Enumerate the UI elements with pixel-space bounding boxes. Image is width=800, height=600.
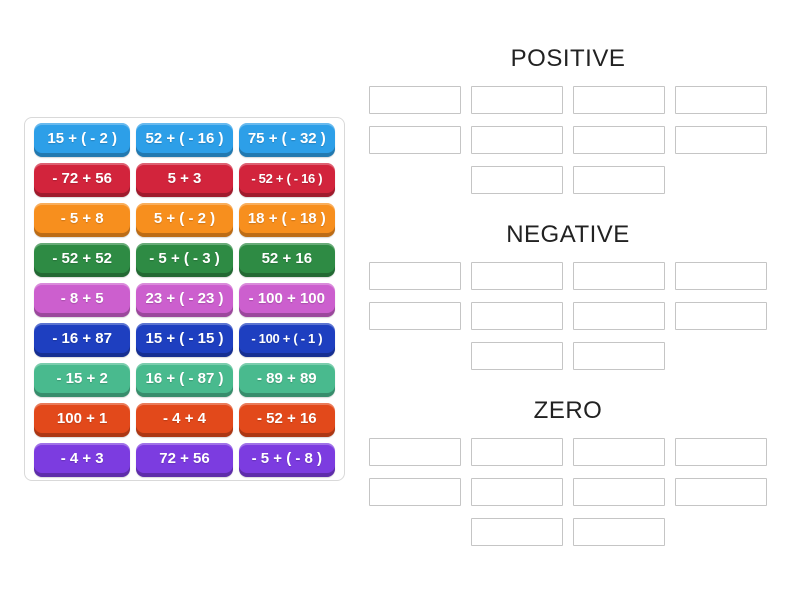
expression-tile[interactable]: - 100 + ( - 1 ): [238, 323, 335, 357]
drop-slot[interactable]: [471, 478, 563, 506]
drop-slot[interactable]: [675, 302, 767, 330]
expression-tile[interactable]: - 5 + 8: [34, 203, 131, 237]
category-title: NEGATIVE: [506, 221, 630, 248]
drop-slot[interactable]: [369, 478, 461, 506]
expression-tile[interactable]: - 100 + 100: [238, 283, 335, 317]
drop-slot[interactable]: [675, 478, 767, 506]
drop-slot[interactable]: [471, 518, 563, 546]
category-group-negative: NEGATIVE: [369, 220, 767, 370]
drop-slot[interactable]: [573, 126, 665, 154]
expression-tile[interactable]: 5 + ( - 2 ): [136, 203, 233, 237]
drop-slot[interactable]: [369, 262, 461, 290]
expression-tile[interactable]: - 15 + 2: [34, 363, 131, 397]
drop-slot[interactable]: [471, 166, 563, 194]
category-title: ZERO: [533, 397, 603, 424]
expression-tile[interactable]: - 5 + ( - 3 ): [136, 243, 233, 277]
drop-slot[interactable]: [573, 438, 665, 466]
drop-slot-grid: [369, 86, 767, 194]
drop-slot[interactable]: [471, 262, 563, 290]
expression-tile[interactable]: - 8 + 5: [34, 283, 131, 317]
drop-slot[interactable]: [573, 518, 665, 546]
expression-tile[interactable]: - 16 + 87: [34, 323, 131, 357]
drop-slot-grid: [369, 438, 767, 546]
expression-tile[interactable]: 52 + ( - 16 ): [136, 123, 233, 157]
expression-tile[interactable]: - 5 + ( - 8 ): [238, 443, 335, 477]
expression-tile[interactable]: 18 + ( - 18 ): [238, 203, 335, 237]
drop-slot[interactable]: [675, 262, 767, 290]
drop-slot[interactable]: [573, 302, 665, 330]
drop-slot[interactable]: [471, 302, 563, 330]
drop-slot[interactable]: [369, 438, 461, 466]
expression-tile[interactable]: - 4 + 4: [136, 403, 233, 437]
drop-slot[interactable]: [573, 478, 665, 506]
expression-tile[interactable]: 16 + ( - 87 ): [136, 363, 233, 397]
category-group-zero: ZERO: [369, 396, 767, 546]
drop-slot[interactable]: [369, 86, 461, 114]
expression-tile[interactable]: 75 + ( - 32 ): [238, 123, 335, 157]
expression-tile[interactable]: 15 + ( - 15 ): [136, 323, 233, 357]
expression-tile[interactable]: - 52 + ( - 16 ): [238, 163, 335, 197]
expression-tile[interactable]: - 52 + 16: [238, 403, 335, 437]
drop-slot[interactable]: [471, 438, 563, 466]
drop-slot[interactable]: [369, 302, 461, 330]
category-groups: POSITIVE NEGATIVE ZERO: [369, 44, 767, 546]
expression-tile[interactable]: - 72 + 56: [34, 163, 131, 197]
drop-slot[interactable]: [573, 342, 665, 370]
drop-slot[interactable]: [471, 342, 563, 370]
expression-tile[interactable]: 100 + 1: [34, 403, 131, 437]
drop-slot[interactable]: [471, 86, 563, 114]
tile-board: 15 + ( - 2 ) 52 + ( - 16 ) 75 + ( - 32 ) - …: [24, 117, 345, 481]
expression-tile[interactable]: 72 + 56: [136, 443, 233, 477]
drop-slot-grid: [369, 262, 767, 370]
drop-slot[interactable]: [573, 166, 665, 194]
expression-tile[interactable]: 23 + ( - 23 ): [136, 283, 233, 317]
category-title: POSITIVE: [510, 45, 626, 72]
drop-slot[interactable]: [471, 126, 563, 154]
expression-tile[interactable]: - 4 + 3: [34, 443, 131, 477]
drop-slot[interactable]: [675, 126, 767, 154]
drop-slot[interactable]: [573, 86, 665, 114]
drop-slot[interactable]: [573, 262, 665, 290]
drop-slot[interactable]: [675, 86, 767, 114]
expression-tile[interactable]: - 52 + 52: [34, 243, 131, 277]
expression-tile[interactable]: 15 + ( - 2 ): [34, 123, 131, 157]
expression-tile[interactable]: - 89 + 89: [238, 363, 335, 397]
expression-tile[interactable]: 52 + 16: [238, 243, 335, 277]
category-group-positive: POSITIVE: [369, 44, 767, 194]
expression-tile[interactable]: 5 + 3: [136, 163, 233, 197]
drop-slot[interactable]: [369, 126, 461, 154]
drop-slot[interactable]: [675, 438, 767, 466]
